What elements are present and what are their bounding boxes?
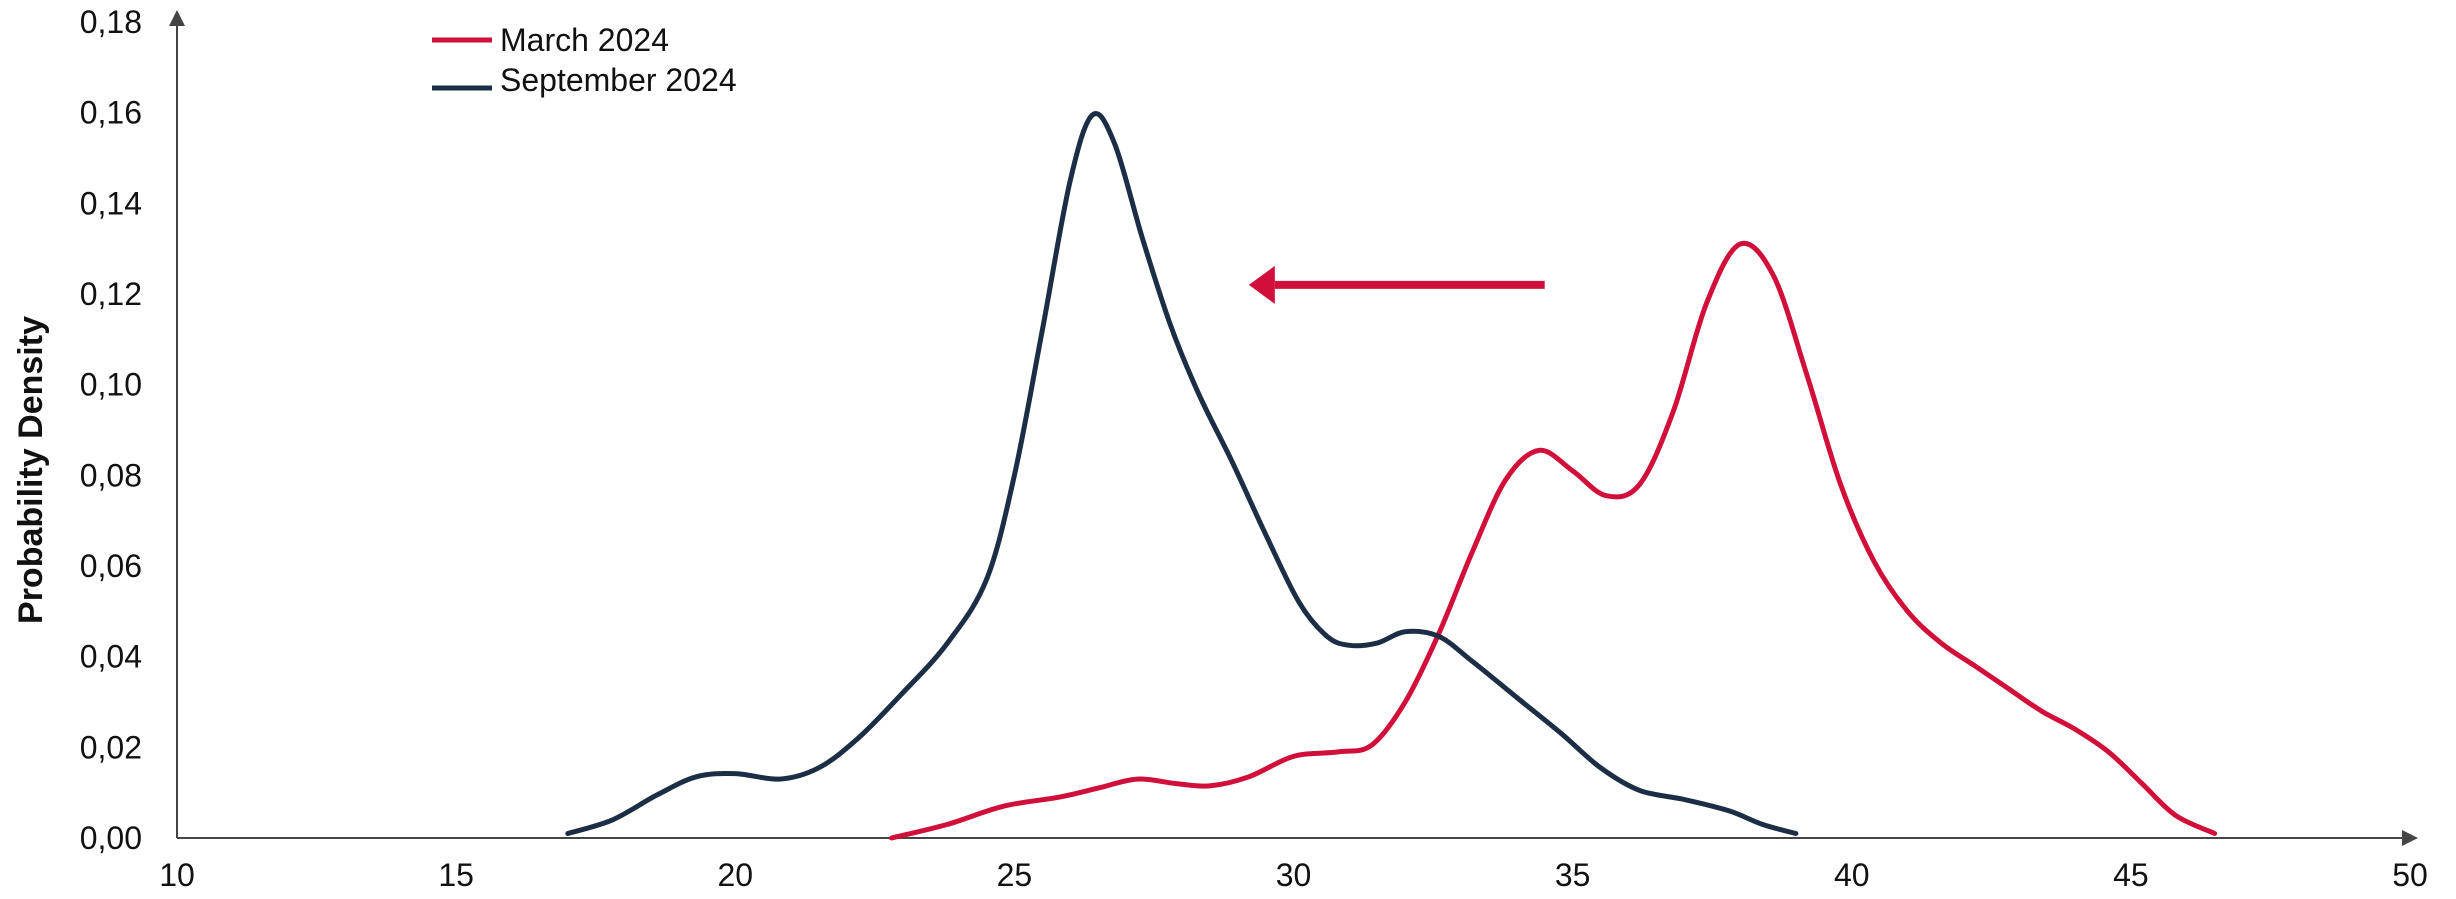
- x-tick-label: 30: [1276, 857, 1312, 893]
- y-tick-label: 0,12: [80, 276, 142, 312]
- series-line-september-2024: [565, 111, 1799, 836]
- y-tick-label: 0,10: [80, 367, 142, 403]
- x-tick-label: 35: [1555, 857, 1591, 893]
- shift-arrow-head: [1248, 265, 1275, 304]
- legend-item-march-2024: March 2024: [432, 22, 669, 58]
- annotations: [1248, 265, 1545, 304]
- y-tick-label: 0,14: [80, 185, 142, 221]
- legend-item-september-2024: September 2024: [432, 62, 737, 98]
- x-tick-label: 45: [2113, 857, 2149, 893]
- series-line-march-2024: [889, 240, 2218, 841]
- axes: [169, 10, 2418, 846]
- x-tick-label: 25: [997, 857, 1033, 893]
- x-axis-ticks: 10 15 20 25 30 35 40 45 50: [159, 857, 2428, 893]
- x-tick-label: 20: [717, 857, 753, 893]
- y-axis-ticks: 0,00 0,02 0,04 0,06 0,08 0,10 0,12 0,14 0,16 0,18: [80, 4, 142, 856]
- y-tick-label: 0,06: [80, 548, 142, 584]
- y-tick-label: 0,16: [80, 95, 142, 131]
- y-tick-label: 0,04: [80, 639, 142, 675]
- x-tick-label: 40: [1834, 857, 1870, 893]
- x-tick-label: 15: [438, 857, 474, 893]
- x-tick-label: 50: [2392, 857, 2428, 893]
- series-lines: [565, 111, 2218, 841]
- y-tick-label: 0,00: [80, 820, 142, 856]
- legend-label-march-2024: March 2024: [500, 22, 669, 58]
- y-tick-label: 0,08: [80, 457, 142, 493]
- legend-label-september-2024: September 2024: [500, 62, 737, 98]
- legend: March 2024 September 2024: [432, 22, 737, 98]
- y-tick-label: 0,02: [80, 729, 142, 765]
- x-tick-label: 10: [159, 857, 195, 893]
- y-tick-label: 0,18: [80, 4, 142, 40]
- y-axis-label: Probability Density: [12, 316, 50, 624]
